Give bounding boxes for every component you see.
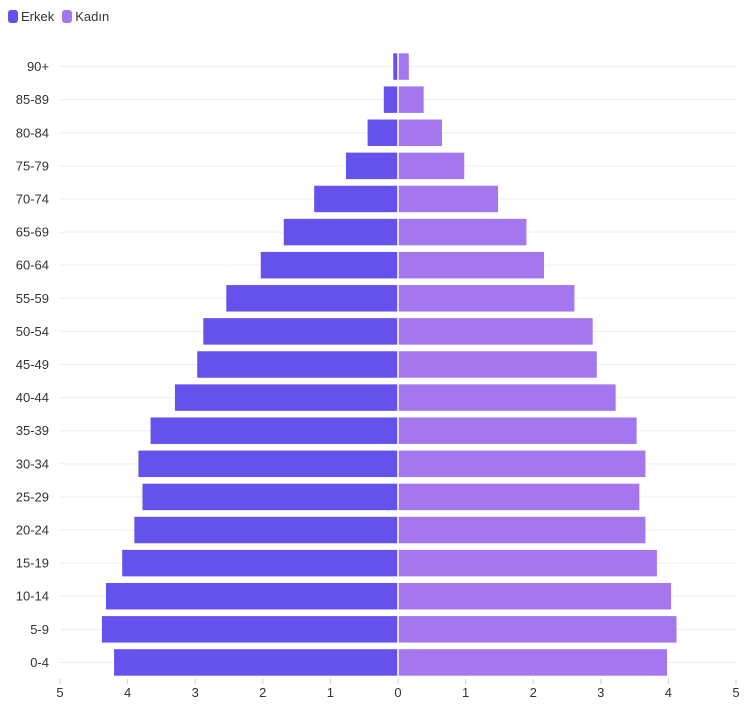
- x-tick-label: 3: [192, 685, 199, 700]
- y-tick-label: 55-59: [16, 291, 49, 306]
- x-tick-label: 5: [56, 685, 63, 700]
- x-axis: 5 4 3 2 1 0 1 2 3 4 5: [56, 679, 740, 700]
- bar-kadin-90+[interactable]: [398, 53, 409, 80]
- bar-erkek-50-54[interactable]: [203, 318, 398, 345]
- bar-kadin-85-89[interactable]: [398, 86, 424, 113]
- bar-erkek-75-79[interactable]: [345, 152, 398, 180]
- bar-erkek-20-24[interactable]: [134, 516, 399, 544]
- bar-erkek-85-89[interactable]: [383, 86, 398, 113]
- bar-erkek-70-74[interactable]: [314, 185, 398, 213]
- legend-item-erkek[interactable]: Erkek: [8, 9, 54, 24]
- bar-erkek-60-64[interactable]: [260, 251, 398, 279]
- bar-erkek-25-29[interactable]: [142, 483, 398, 511]
- bar-kadin-25-29[interactable]: [398, 483, 640, 511]
- bar-kadin-5-9[interactable]: [398, 616, 677, 643]
- legend-swatch-erkek: [8, 10, 18, 23]
- bar-kadin-70-74[interactable]: [398, 185, 499, 213]
- bar-erkek-80-84[interactable]: [367, 119, 398, 147]
- y-tick-label: 70-74: [16, 191, 49, 206]
- y-tick-label: 35-39: [16, 423, 49, 438]
- y-tick-label: 90+: [27, 59, 49, 74]
- bar-kadin-45-49[interactable]: [398, 351, 597, 378]
- y-tick-label: 25-29: [16, 489, 49, 504]
- y-tick-label: 85-89: [16, 92, 49, 107]
- bar-erkek-15-19[interactable]: [122, 549, 398, 577]
- bar-kadin-20-24[interactable]: [398, 516, 646, 544]
- x-tick-label: 0: [394, 685, 401, 700]
- legend-swatch-kadin: [62, 10, 73, 23]
- bar-erkek-90+[interactable]: [393, 53, 398, 80]
- y-tick-label: 60-64: [16, 258, 49, 273]
- legend-item-kadin[interactable]: Kadın: [62, 9, 109, 24]
- bar-kadin-35-39[interactable]: [398, 417, 637, 444]
- y-tick-label: 65-69: [16, 225, 49, 240]
- bar-kadin-65-69[interactable]: [398, 218, 527, 246]
- bar-erkek-45-49[interactable]: [197, 351, 398, 378]
- x-tick-label: 1: [327, 685, 334, 700]
- bar-kadin-10-14[interactable]: [398, 582, 672, 610]
- bars: [101, 53, 677, 676]
- y-tick-label: 0-4: [30, 655, 49, 670]
- bar-kadin-0-4[interactable]: [398, 649, 668, 676]
- y-axis-labels: 0-4 5-9 10-14 15-19 20-24 25-29 30-34 35-39 40-4…: [16, 59, 49, 670]
- y-tick-label: 30-34: [16, 456, 49, 471]
- y-tick-label: 5-9: [30, 622, 49, 637]
- bar-kadin-30-34[interactable]: [398, 450, 646, 478]
- legend: Erkek Kadın: [8, 9, 109, 24]
- bar-erkek-5-9[interactable]: [101, 616, 399, 643]
- bar-kadin-80-84[interactable]: [398, 119, 442, 147]
- legend-label-kadin: Kadın: [75, 9, 110, 24]
- y-tick-label: 10-14: [16, 589, 49, 604]
- y-tick-label: 40-44: [16, 390, 49, 405]
- y-tick-label: 20-24: [16, 523, 49, 538]
- bar-kadin-60-64[interactable]: [398, 251, 545, 279]
- y-tick-label: 15-19: [16, 556, 49, 571]
- x-tick-label: 4: [124, 685, 131, 700]
- bar-erkek-65-69[interactable]: [283, 218, 398, 246]
- y-tick-label: 45-49: [16, 357, 49, 372]
- x-tick-label: 2: [259, 685, 266, 700]
- legend-label-erkek: Erkek: [21, 9, 55, 24]
- y-tick-label: 50-54: [16, 324, 49, 339]
- bar-kadin-40-44[interactable]: [398, 384, 616, 411]
- bar-erkek-55-59[interactable]: [226, 285, 398, 312]
- x-tick-label: 4: [665, 685, 672, 700]
- bar-erkek-10-14[interactable]: [105, 582, 398, 610]
- bar-kadin-55-59[interactable]: [398, 285, 575, 312]
- bar-erkek-0-4[interactable]: [114, 649, 398, 676]
- x-tick-label: 3: [597, 685, 604, 700]
- bar-erkek-35-39[interactable]: [150, 417, 398, 444]
- x-tick-label: 1: [462, 685, 469, 700]
- bar-kadin-15-19[interactable]: [398, 549, 657, 577]
- bar-kadin-50-54[interactable]: [398, 318, 593, 345]
- bar-erkek-30-34[interactable]: [138, 450, 398, 478]
- bar-kadin-75-79[interactable]: [398, 152, 465, 180]
- x-tick-label: 2: [530, 685, 537, 700]
- y-tick-label: 75-79: [16, 158, 49, 173]
- bar-erkek-40-44[interactable]: [174, 384, 398, 411]
- x-tick-label: 5: [732, 685, 739, 700]
- y-tick-label: 80-84: [16, 125, 49, 140]
